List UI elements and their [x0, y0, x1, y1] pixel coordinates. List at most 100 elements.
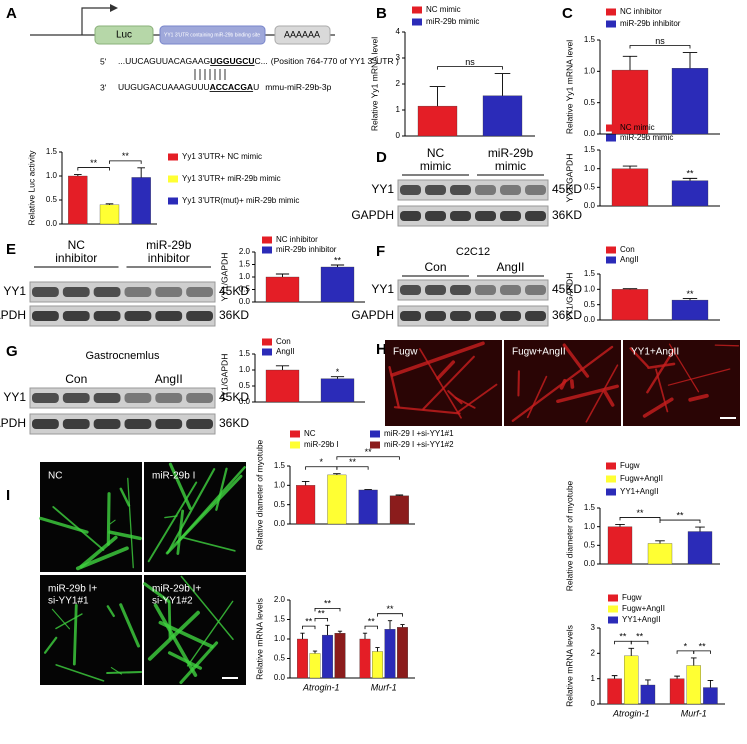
- sig-label: **: [686, 289, 694, 299]
- error-bar: [682, 177, 698, 181]
- y-tick-label: 2: [591, 648, 596, 657]
- bar: [687, 531, 713, 565]
- bar: [296, 485, 316, 525]
- y-tick-label: 0.5: [584, 98, 596, 107]
- y-tick-label: 0.0: [274, 519, 286, 528]
- y-tick-label: 1: [591, 674, 596, 683]
- y-tick-label: 1.0: [584, 522, 596, 531]
- legend-label: miR-29 I +si-YY1#1: [384, 429, 454, 438]
- seq-prime: 5': [100, 56, 107, 66]
- bar: [297, 638, 308, 679]
- lane-label: NC: [68, 238, 86, 252]
- legend-label: miR-29b mimic: [426, 17, 479, 26]
- bar: [309, 653, 321, 679]
- y-tick-label: 1: [396, 105, 401, 114]
- error-bar: [375, 647, 380, 652]
- micrograph: [623, 340, 740, 426]
- sig-label: *: [684, 641, 688, 651]
- blot-band: [475, 185, 496, 195]
- sig-bracket: [629, 45, 691, 49]
- sig-bracket: [77, 167, 110, 171]
- error-bar: [330, 264, 345, 267]
- y-axis-label: Relative diameter of myotube: [564, 480, 574, 591]
- sig-bracket: [109, 160, 142, 164]
- bar: [389, 495, 409, 525]
- bar: [647, 543, 673, 565]
- myotube: [143, 582, 171, 603]
- bar: [607, 526, 633, 565]
- blot-band: [475, 311, 496, 321]
- lane-label: mimic: [495, 159, 526, 173]
- bar: [624, 655, 639, 705]
- legend-label: Fugw+AngII: [622, 604, 665, 613]
- bar: [703, 687, 718, 705]
- seq-prime: 3': [100, 82, 107, 92]
- bar: [671, 180, 709, 207]
- myotube: [119, 603, 141, 648]
- size-label: 45KD: [552, 282, 582, 296]
- panel-label: B: [376, 5, 387, 22]
- y-axis-label: Relative diameter of myotube: [254, 439, 264, 550]
- myotube: [168, 462, 192, 510]
- error-bar: [628, 647, 635, 656]
- sig-label: **: [349, 457, 357, 467]
- myotube: [688, 393, 709, 402]
- y-tick-label: 0.0: [584, 129, 596, 138]
- y-tick-label: 0.0: [239, 397, 251, 406]
- lane-label: inhibitor: [148, 251, 190, 265]
- myotube: [629, 347, 649, 368]
- bar: [68, 175, 88, 225]
- blot-band: [32, 287, 59, 297]
- sig-bracket: [305, 466, 338, 470]
- y-tick-label: 1.0: [584, 66, 596, 75]
- panel-label: G: [6, 343, 18, 360]
- legend-swatch: [168, 153, 178, 161]
- myotube: [186, 600, 234, 667]
- y-axis-label: Relative mRNA levels: [254, 598, 264, 680]
- blot-band: [93, 311, 121, 321]
- blot-band: [32, 311, 59, 321]
- bar: [640, 684, 656, 705]
- sig-label: **: [686, 169, 694, 179]
- y-tick-label: 1.5: [584, 35, 596, 44]
- sig-label: **: [676, 510, 684, 520]
- legend-swatch: [606, 20, 616, 28]
- seq-note: (Position 764-770 of YY1 3′ UTR ): [271, 56, 399, 66]
- myotube: [556, 384, 619, 404]
- myotube: [559, 378, 567, 390]
- y-tick-label: 1.5: [46, 147, 58, 156]
- image-label: miR-29b I: [152, 471, 195, 482]
- y-tick-label: 0.5: [274, 500, 286, 509]
- error-bar: [611, 675, 618, 679]
- panel-label: C: [562, 5, 573, 22]
- error-bar: [645, 679, 651, 685]
- blot-title: C2C12: [456, 246, 490, 258]
- blot-band: [124, 393, 152, 403]
- bar: [320, 378, 355, 403]
- row-label: GAPDH: [0, 416, 26, 430]
- myotube: [106, 605, 115, 618]
- blot-band: [525, 285, 546, 295]
- blot-band: [186, 419, 213, 429]
- myotube: [166, 468, 216, 554]
- lane-label: AngII: [496, 260, 524, 274]
- y-tick-label: 1.0: [584, 164, 596, 173]
- error-bar: [325, 624, 330, 636]
- myotube: [176, 466, 246, 544]
- myotube: [79, 535, 118, 569]
- error-bar: [330, 376, 345, 379]
- utr-box: [159, 25, 266, 45]
- legend-swatch: [262, 338, 272, 346]
- blot-band: [155, 287, 183, 297]
- myotube: [422, 355, 475, 411]
- y-tick-label: 0.0: [584, 315, 596, 324]
- myotube: [526, 375, 548, 419]
- blot-band: [62, 393, 90, 403]
- myotube: [119, 487, 131, 507]
- error-bar: [695, 526, 705, 532]
- micrograph: [40, 575, 142, 685]
- myotube: [562, 343, 590, 378]
- sig-label: **: [305, 617, 313, 627]
- error-bar: [300, 632, 305, 639]
- blot-band: [124, 419, 152, 429]
